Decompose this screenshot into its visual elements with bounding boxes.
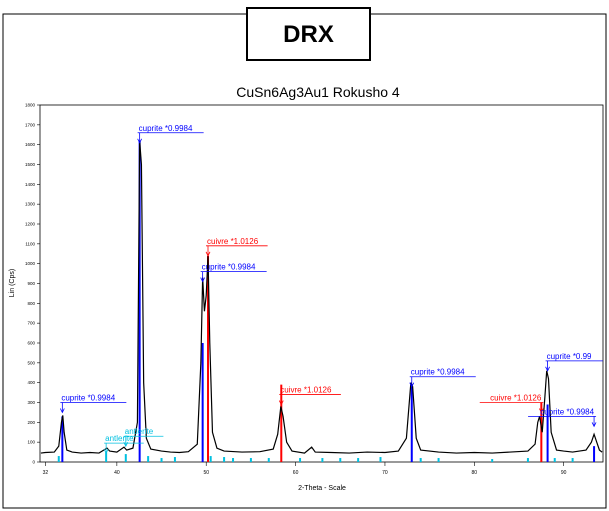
y-tick-label: 500	[27, 360, 35, 365]
x-tick-label: 32	[43, 470, 49, 476]
y-tick-label: 1700	[25, 122, 36, 127]
annotation-arrowhead	[278, 400, 284, 406]
annotation-arrowhead	[59, 408, 65, 414]
annotation-arrowhead	[545, 366, 550, 372]
y-tick-label: 200	[27, 420, 35, 425]
annotation-arrowhead	[137, 138, 142, 144]
title-box	[246, 7, 371, 61]
y-tick-label: 1000	[25, 261, 36, 266]
y-tick-label: 900	[27, 281, 35, 286]
chart-title: CuSn6Ag3Au1 Rokusho 4	[236, 84, 400, 100]
y-tick-label: 400	[27, 380, 35, 385]
y-tick-label: 1300	[25, 202, 36, 207]
y-axis-label: Lin (Cps)	[9, 269, 16, 297]
header-title: DRX	[283, 21, 334, 48]
annotation-arrowhead	[591, 422, 597, 428]
y-tick-label: 1800	[25, 103, 36, 108]
y-tick-label: 1400	[25, 182, 36, 187]
annotation-arrowhead	[200, 277, 206, 283]
pattern-line	[40, 140, 603, 454]
x-axis-label: 2-Theta - Scale	[298, 485, 346, 492]
x-tick-label: 60	[293, 470, 299, 476]
annotation-arrowhead	[205, 251, 211, 257]
y-tick-label: 1200	[25, 222, 36, 227]
annotation-label: cuivre *1.0126	[207, 237, 259, 246]
y-tick-label: 1600	[25, 142, 36, 147]
annotation-arrowhead	[538, 408, 544, 414]
annotation-label: cuprite *0.9984	[411, 368, 465, 377]
annotation-label: antlerite	[125, 427, 154, 436]
annotation-label: antlerite	[105, 434, 134, 443]
y-tick-label: 100	[27, 440, 35, 445]
annotation-label: cuprite *0.9984	[202, 263, 256, 272]
annotation-label: cuivre *1.0126	[280, 386, 332, 395]
x-tick-label: 80	[472, 470, 478, 476]
y-tick-label: 1500	[25, 162, 36, 167]
annotation-label: cuprite *0.99	[547, 352, 592, 361]
y-tick-label: 800	[27, 301, 35, 306]
annotation-label: cuprite *0.9984	[540, 407, 594, 416]
x-tick-label: 90	[561, 470, 567, 476]
x-tick-label: 70	[382, 470, 388, 476]
x-tick-label: 40	[114, 470, 120, 476]
annotation-label: cuprite *0.9984	[139, 124, 193, 133]
annotation-arrowhead	[103, 448, 109, 455]
annotation-arrowhead	[409, 382, 415, 388]
y-tick-label: 0	[32, 460, 35, 465]
annotation-label: cuivre *1.0126	[490, 394, 542, 403]
y-tick-label: 300	[27, 400, 35, 405]
y-tick-label: 1100	[25, 241, 35, 246]
annotation-label: cuprite *0.9984	[61, 394, 115, 403]
frame	[2, 13, 607, 509]
y-tick-label: 700	[27, 321, 35, 326]
y-tick-label: 600	[27, 341, 35, 346]
x-tick-label: 50	[203, 470, 209, 476]
